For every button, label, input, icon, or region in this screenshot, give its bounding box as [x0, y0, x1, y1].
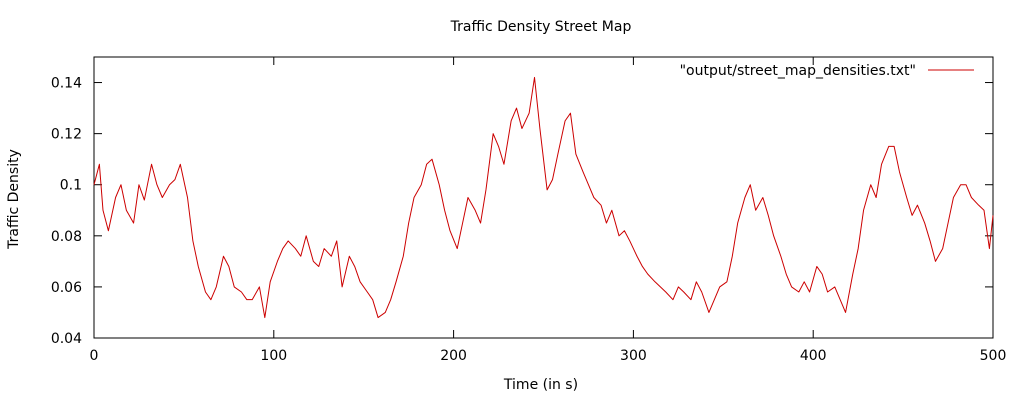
plot-frame	[93, 56, 994, 339]
x-tick-label: 400	[800, 348, 827, 364]
y-tick-label: 0.08	[51, 229, 82, 245]
x-tick-label: 0	[90, 348, 99, 364]
y-tick-label: 0.12	[51, 127, 82, 143]
chart-title: Traffic Density Street Map	[450, 19, 632, 35]
x-axis-label: Time (in s)	[503, 377, 578, 393]
y-tick-label: 0.04	[51, 331, 82, 347]
axis-ticks: 0.04 0.06 0.08 0.1 0.12 0.14 0 100 200 300 400 500	[51, 57, 1007, 364]
y-axis-label: Traffic Density	[6, 149, 22, 250]
y-tick-label: 0.1	[60, 178, 82, 194]
series-line	[93, 76, 994, 319]
legend-label: "output/street_map_densities.txt"	[680, 63, 916, 79]
x-tick-label: 200	[440, 348, 467, 364]
series-group	[93, 76, 994, 319]
x-tick-label: 100	[260, 348, 287, 364]
x-tick-label: 500	[980, 348, 1007, 364]
y-tick-label: 0.06	[51, 280, 82, 296]
legend: "output/street_map_densities.txt"	[680, 63, 974, 79]
x-tick-label: 300	[620, 348, 647, 364]
y-tick-label: 0.14	[51, 76, 82, 92]
